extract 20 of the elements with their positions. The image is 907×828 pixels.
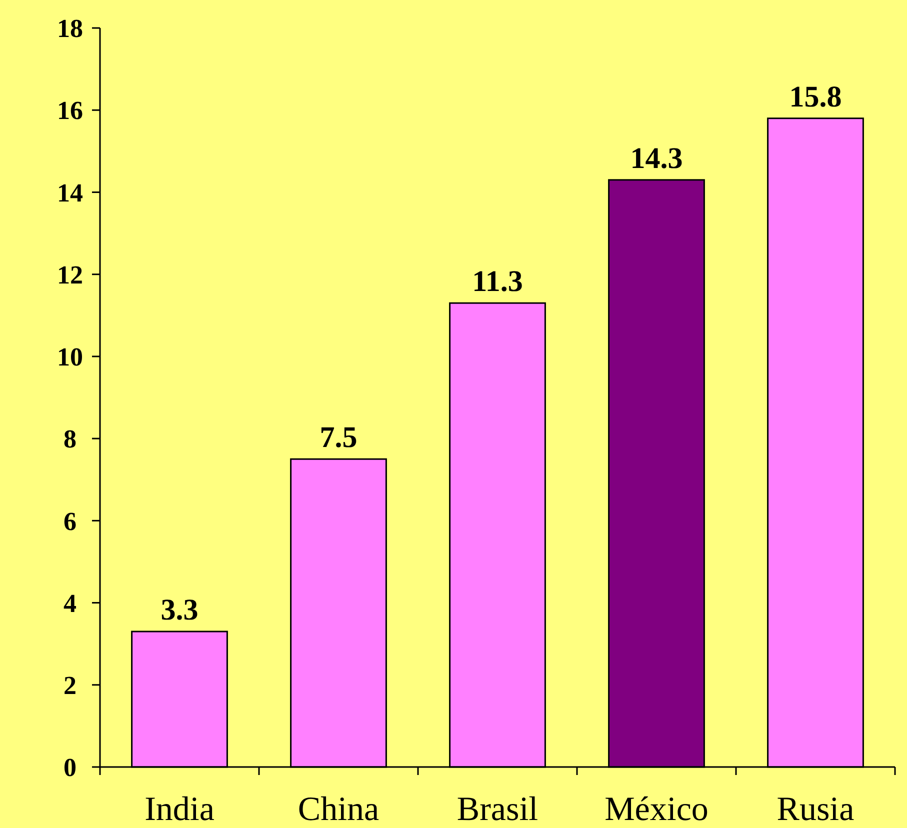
y-tick-label: 12 — [57, 260, 83, 290]
y-tick-label: 2 — [64, 670, 76, 700]
x-tick-label: India — [144, 791, 214, 828]
x-tick-label: México — [604, 791, 708, 828]
data-label: 7.5 — [320, 421, 358, 454]
data-label: 3.3 — [160, 594, 198, 627]
y-tick-label: 14 — [57, 178, 83, 208]
x-tick-label: Brasil — [456, 791, 538, 828]
y-tick-label: 6 — [64, 506, 76, 536]
y-tick-label: 16 — [57, 96, 83, 126]
y-tick-label: 10 — [57, 342, 83, 372]
y-tick-label: 18 — [57, 14, 83, 44]
x-tick-label: China — [298, 791, 380, 828]
x-tick-label: Rusia — [776, 791, 854, 828]
y-tick-label: 0 — [64, 753, 76, 782]
y-tick-label: 8 — [64, 424, 76, 454]
y-tick-label: 4 — [64, 588, 76, 618]
data-label: 11.3 — [472, 265, 523, 298]
data-label: 15.8 — [789, 80, 842, 114]
data-label: 14.3 — [630, 142, 683, 175]
